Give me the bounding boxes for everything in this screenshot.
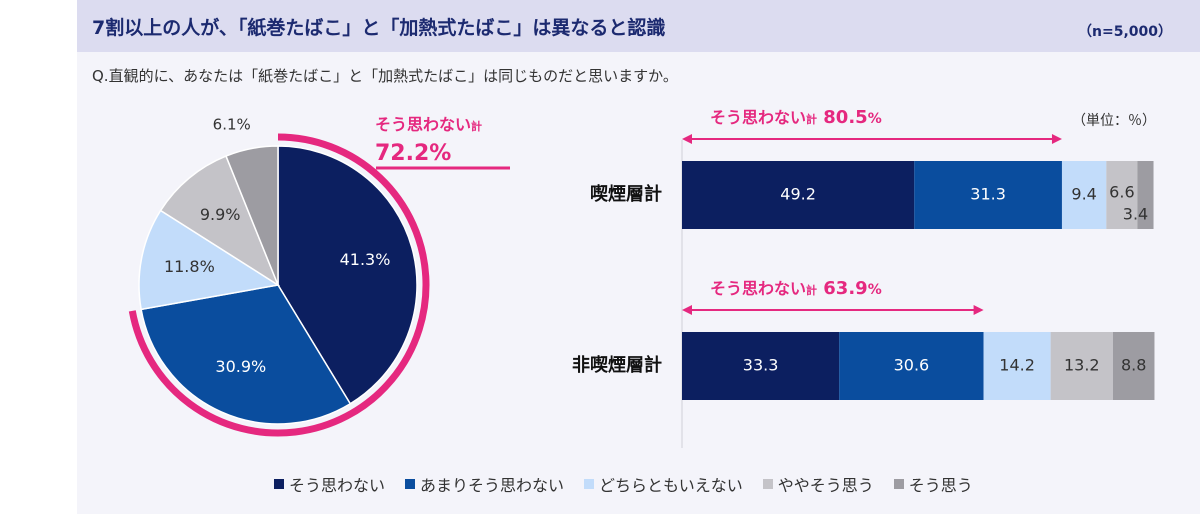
bar-segment <box>1137 161 1154 229</box>
legend-label: どちらともいえない <box>599 476 743 495</box>
title-bar <box>77 0 1200 52</box>
bar-value-label: 13.2 <box>1064 356 1100 375</box>
bar-bracket-arrow-left <box>682 305 692 315</box>
bar-category-label: 非喫煙層計 <box>572 354 662 376</box>
bar-segment <box>914 161 1062 229</box>
bar-annotation: そう思わない計 63.9% <box>710 278 882 299</box>
pie-label: 6.1% <box>213 115 251 133</box>
legend-label: あまりそう思わない <box>420 476 565 495</box>
annotation-unit: % <box>868 282 882 298</box>
pie-label: 41.3% <box>340 250 391 269</box>
bar-value-label: 30.6 <box>894 356 930 375</box>
legend-item: どちらともいえない <box>584 472 743 496</box>
legend-swatch <box>584 479 595 489</box>
legend-item: そう思う <box>893 472 973 496</box>
bar-segment <box>983 332 1051 400</box>
annotation-suffix: 計 <box>806 112 817 126</box>
annotation-unit: % <box>868 111 882 127</box>
annotation-text: そう思わない <box>710 279 806 298</box>
legend-swatch <box>405 479 416 489</box>
bar-segment <box>682 332 840 400</box>
page-title: 7割以上の人が、「紙巻たばこ」と「加熱式たばこ」は異なると認識 <box>92 17 666 39</box>
legend-item: そう思わない <box>274 472 385 496</box>
pie-slice <box>140 284 352 425</box>
bar-value-label: 49.2 <box>780 185 816 204</box>
annotation-value: 63.9 <box>817 278 868 299</box>
annotation-text: そう思わない <box>710 108 806 127</box>
annotation-text: そう思わない <box>375 115 471 134</box>
legend-label: そう思わない <box>289 476 386 495</box>
bar-segment <box>839 332 984 400</box>
legend-swatch <box>893 479 904 489</box>
legend: そう思わない あまりそう思わない どちらともいえない ややそう思う そう思う <box>274 472 973 496</box>
bar-segment <box>1112 332 1155 400</box>
bar-value-label: 9.4 <box>1071 185 1096 204</box>
bar-value-label: 8.8 <box>1121 356 1146 375</box>
legend-swatch <box>274 479 284 489</box>
pie-annotation-label: そう思わない計 <box>375 115 482 134</box>
bar-segment <box>1106 161 1138 229</box>
bar-segment <box>1050 332 1113 400</box>
legend-item: あまりそう思わない <box>405 472 564 496</box>
bar-value-label: 6.6 <box>1109 183 1134 202</box>
pie-highlight-ring <box>128 133 430 437</box>
bar-category-label: 喫煙層計 <box>590 183 662 205</box>
pie-slice <box>159 155 280 287</box>
pie-label: 11.8% <box>164 257 215 276</box>
bar-value-label: 31.3 <box>970 185 1006 204</box>
annotation-suffix: 計 <box>471 119 482 133</box>
legend-item: ややそう思う <box>762 472 874 496</box>
bar-bracket-arrow-right <box>973 305 984 315</box>
question-text: Q.直観的に、あなたは「紙巻たばこ」と「加熱式たばこ」は同じものだと思いますか。 <box>92 67 678 85</box>
pie-label: 9.9% <box>200 205 241 224</box>
annotation-value: 80.5 <box>817 107 868 128</box>
unit-label: （単位：％） <box>1072 113 1156 129</box>
bar-value-label: 33.3 <box>743 356 779 375</box>
pie-annotation-value: 72.2% <box>375 141 451 166</box>
bar-value-label: 3.4 <box>1123 205 1148 224</box>
bar-segment <box>1061 161 1107 229</box>
legend-label: ややそう思う <box>777 476 874 495</box>
pie-slice <box>225 145 279 286</box>
pie-slice <box>277 145 418 405</box>
bar-value-label: 14.2 <box>999 356 1035 375</box>
pie-slice <box>138 209 281 311</box>
annotation-suffix: 計 <box>806 283 817 297</box>
bar-bracket-arrow-right <box>1051 134 1062 144</box>
bar-annotation: そう思わない計 80.5% <box>710 107 882 128</box>
legend-swatch <box>762 479 773 489</box>
bar-bracket-arrow-left <box>682 134 692 144</box>
pie-label: 30.9% <box>215 357 266 376</box>
sample-size: （n=5,000） <box>1078 24 1172 40</box>
legend-label: そう思う <box>908 476 973 495</box>
bar-segment <box>682 161 915 229</box>
